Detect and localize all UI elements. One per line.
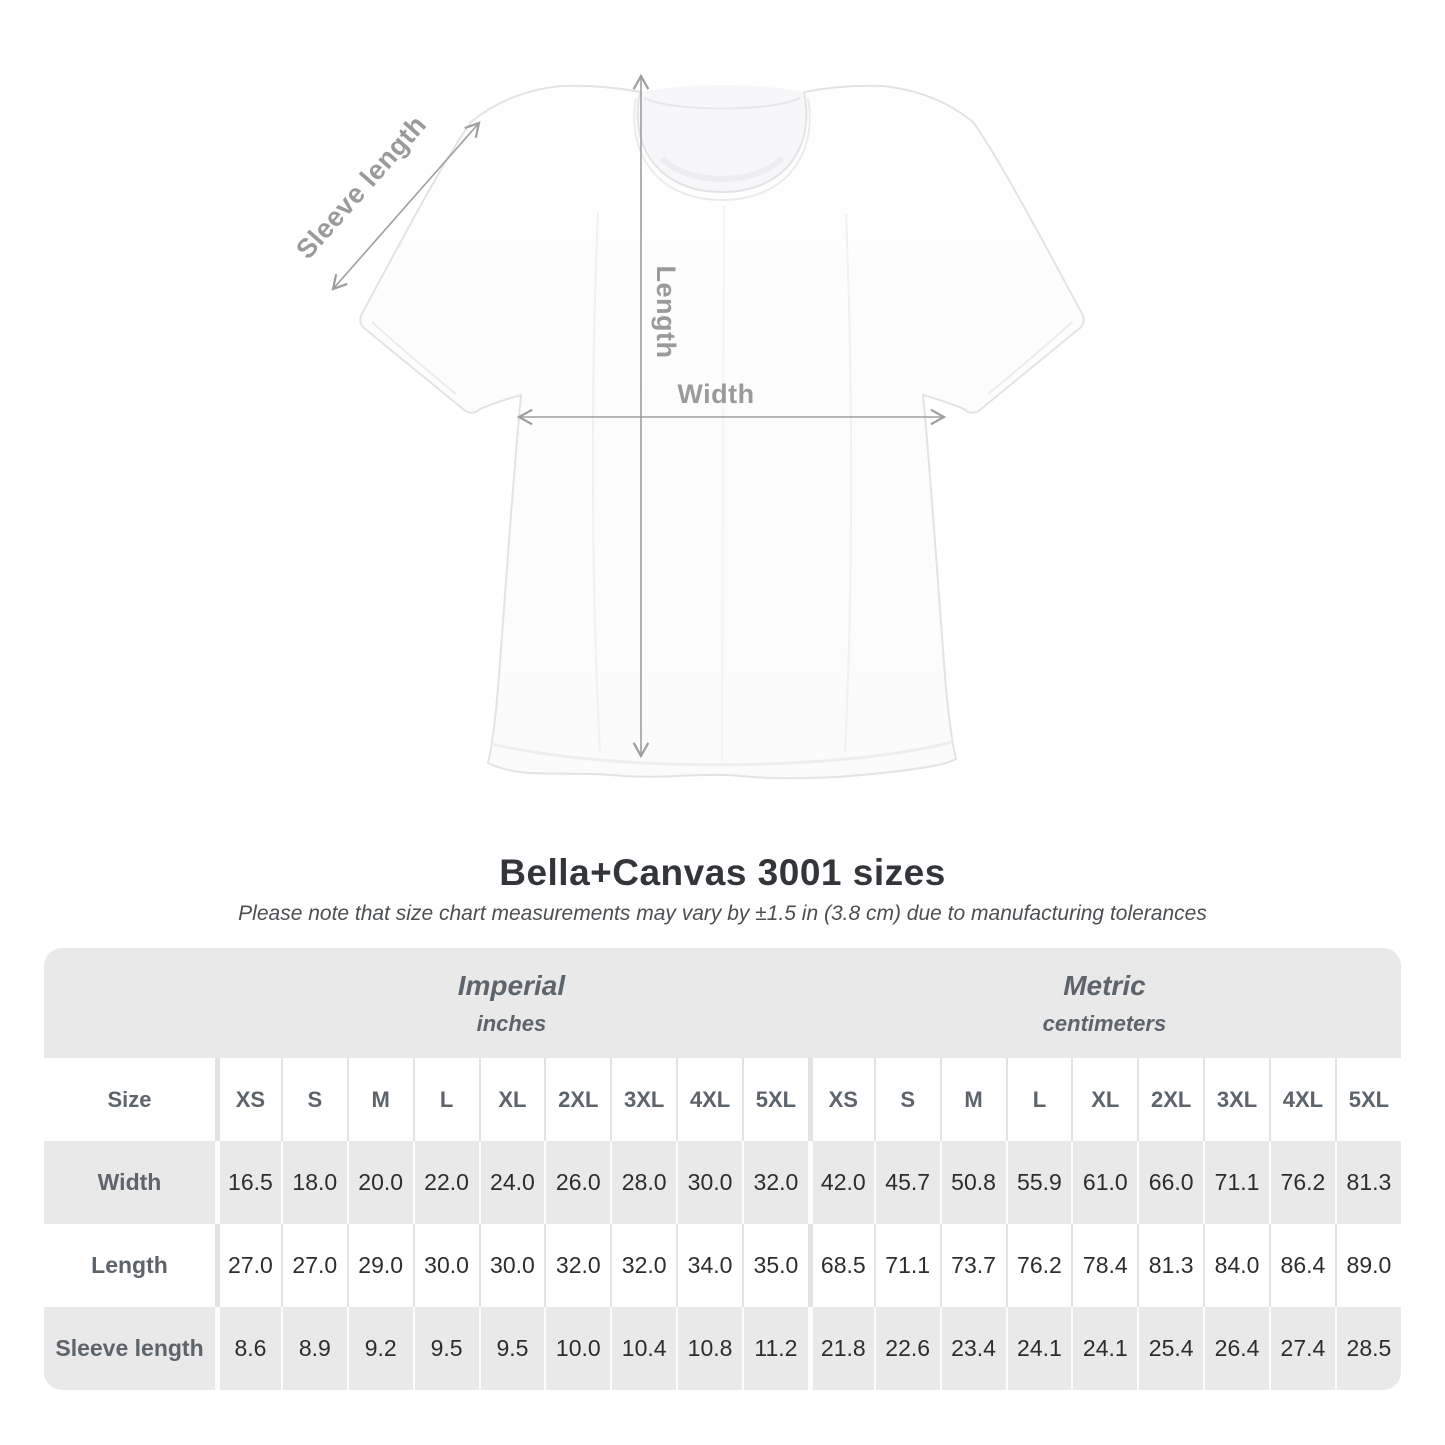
value-cell: 73.7 [939, 1224, 1006, 1307]
value-cell: 25.4 [1137, 1307, 1204, 1390]
value-cell: 71.1 [873, 1224, 940, 1307]
value-cell: 9.5 [478, 1307, 545, 1390]
value-cell: 10.0 [544, 1307, 611, 1390]
value-cell: 10.4 [610, 1307, 677, 1390]
value-cell: 26.0 [544, 1141, 611, 1224]
value-cell: 71.1 [1203, 1141, 1269, 1224]
metric-unit-label: centimeters [1042, 1010, 1167, 1036]
value-cell: 11.2 [742, 1307, 808, 1390]
size-col-header: L [1005, 1058, 1072, 1141]
row-label: Sleeve length [44, 1307, 215, 1390]
tolerance-note: Please note that size chart measurements… [238, 902, 1207, 925]
table-row-sleeve-length: Sleeve length 8.6 8.9 9.2 9.5 9.5 10.0 1… [44, 1307, 1401, 1390]
value-cell: 66.0 [1137, 1141, 1204, 1224]
value-cell: 32.0 [610, 1224, 677, 1307]
value-cell: 78.4 [1071, 1224, 1138, 1307]
tshirt-neck-opening [637, 85, 807, 192]
value-cell: 24.1 [1071, 1307, 1138, 1390]
value-cell: 76.2 [1269, 1141, 1335, 1224]
value-cell: 8.9 [280, 1307, 347, 1390]
table-row-width: Width 16.5 18.0 20.0 22.0 24.0 26.0 28.0… [44, 1141, 1401, 1224]
value-cell: 24.0 [478, 1141, 545, 1224]
value-cell: 45.7 [873, 1141, 940, 1224]
value-cell: 18.0 [280, 1141, 347, 1224]
sleeve-length-arrow [331, 121, 481, 291]
width-label: Width [677, 379, 754, 409]
size-col-header: 5XL [742, 1058, 808, 1141]
size-col-header: M [346, 1058, 413, 1141]
value-cell: 32.0 [742, 1141, 808, 1224]
value-cell: 84.0 [1203, 1224, 1269, 1307]
size-col-header: 2XL [1137, 1058, 1204, 1141]
tshirt-body [359, 84, 1085, 780]
size-col-header: 3XL [1203, 1058, 1269, 1141]
value-cell: 27.0 [280, 1224, 347, 1307]
value-cell: 9.5 [412, 1307, 479, 1390]
tshirt-measurement-diagram: Sleeve length Length Width [290, 73, 1085, 780]
value-cell: 28.5 [1334, 1307, 1401, 1390]
size-col-header: S [873, 1058, 940, 1141]
size-col-header: XS [215, 1058, 281, 1141]
value-cell: 35.0 [742, 1224, 808, 1307]
value-cell: 26.4 [1203, 1307, 1269, 1390]
size-col-header: M [939, 1058, 1006, 1141]
value-cell: 89.0 [1334, 1224, 1401, 1307]
value-cell: 32.0 [544, 1224, 611, 1307]
value-cell: 22.6 [873, 1307, 940, 1390]
size-col-header: XS [807, 1058, 874, 1141]
imperial-unit-label: inches [476, 1010, 547, 1036]
tshirt-graphic: Sleeve length Length Width [290, 73, 1085, 780]
value-cell: 28.0 [610, 1141, 677, 1224]
size-col-header: 4XL [1269, 1058, 1335, 1141]
value-cell: 30.0 [412, 1224, 479, 1307]
size-col-header: 3XL [610, 1058, 677, 1141]
size-col-header: 4XL [676, 1058, 742, 1141]
value-cell: 68.5 [807, 1224, 874, 1307]
value-cell: 20.0 [346, 1141, 413, 1224]
value-cell: 30.0 [676, 1141, 742, 1224]
size-col-header: L [412, 1058, 479, 1141]
size-col-header: S [280, 1058, 347, 1141]
value-cell: 34.0 [676, 1224, 742, 1307]
unit-header-row: Imperial inches Metric centimeters [44, 948, 1401, 1058]
value-cell: 16.5 [215, 1141, 281, 1224]
unit-header-corner [44, 948, 215, 1058]
size-header-label: Size [44, 1058, 215, 1141]
metric-label: Metric [1063, 969, 1146, 1001]
value-cell: 21.8 [807, 1307, 874, 1390]
section-header-imperial: Imperial inches [215, 948, 808, 1058]
value-cell: 76.2 [1005, 1224, 1072, 1307]
value-cell: 10.8 [676, 1307, 742, 1390]
value-cell: 24.1 [1005, 1307, 1072, 1390]
section-header-metric: Metric centimeters [807, 948, 1401, 1058]
value-cell: 22.0 [412, 1141, 479, 1224]
row-label: Width [44, 1141, 215, 1224]
size-col-header: XL [478, 1058, 545, 1141]
size-col-header: 5XL [1334, 1058, 1401, 1141]
table-row-length: Length 27.0 27.0 29.0 30.0 30.0 32.0 32.… [44, 1224, 1401, 1307]
value-cell: 55.9 [1005, 1141, 1072, 1224]
size-col-header: XL [1071, 1058, 1138, 1141]
value-cell: 86.4 [1269, 1224, 1335, 1307]
value-cell: 61.0 [1071, 1141, 1138, 1224]
row-label: Length [44, 1224, 215, 1307]
value-cell: 29.0 [346, 1224, 413, 1307]
page-title: Bella+Canvas 3001 sizes [499, 852, 946, 893]
value-cell: 8.6 [215, 1307, 281, 1390]
size-table: Imperial inches Metric centimeters Size … [44, 948, 1401, 1390]
value-cell: 27.4 [1269, 1307, 1335, 1390]
value-cell: 27.0 [215, 1224, 281, 1307]
length-label: Length [651, 266, 681, 359]
value-cell: 23.4 [939, 1307, 1006, 1390]
value-cell: 9.2 [346, 1307, 413, 1390]
value-cell: 81.3 [1137, 1224, 1204, 1307]
value-cell: 42.0 [807, 1141, 874, 1224]
size-col-header: 2XL [544, 1058, 611, 1141]
imperial-label: Imperial [457, 969, 566, 1001]
value-cell: 50.8 [939, 1141, 1006, 1224]
size-header-row: Size XS S M L XL 2XL 3XL 4XL 5XL XS S M … [44, 1058, 1401, 1141]
value-cell: 30.0 [478, 1224, 545, 1307]
value-cell: 81.3 [1334, 1141, 1401, 1224]
